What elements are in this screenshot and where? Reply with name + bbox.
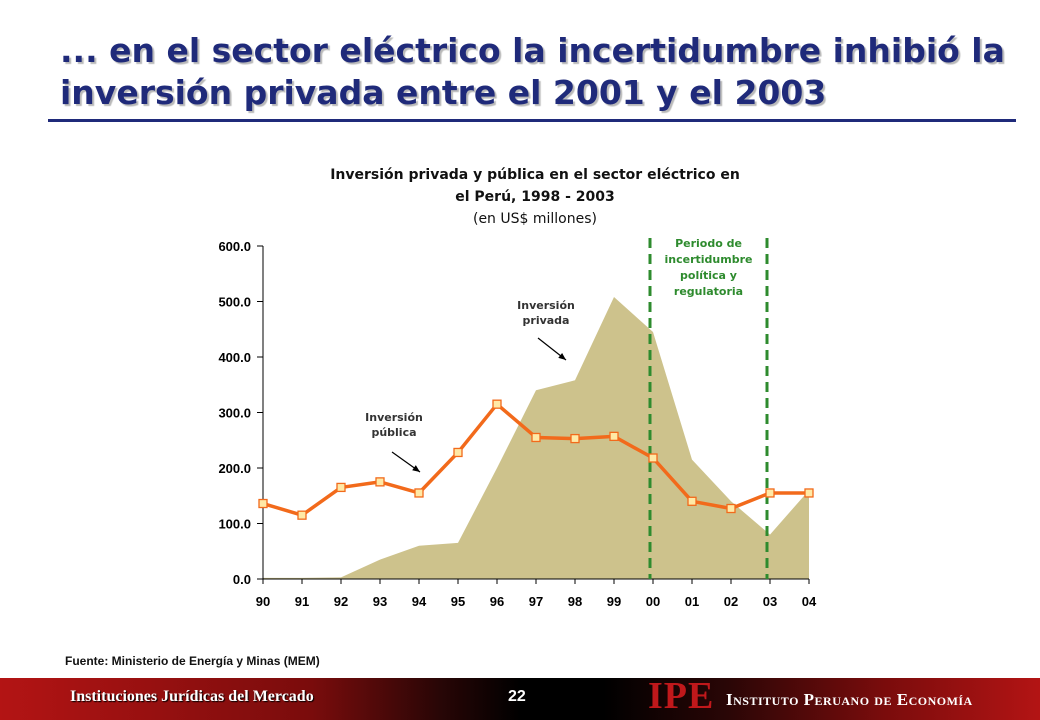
x-tick-label: 95 [451,594,465,609]
public-investment-marker [375,477,385,487]
public-investment-marker [414,488,424,498]
footer-bar: Instituciones Jurídicas del Mercado 22 I… [0,675,1040,720]
public-investment-marker [726,503,736,514]
x-tick-label: 03 [763,594,777,609]
x-tick-label: 01 [685,594,699,609]
public-investment-marker [804,488,814,498]
uncertainty-period-label: incertidumbre [665,253,753,266]
private-investment-label: Inversión [517,299,575,312]
public-investment-marker [453,447,463,458]
x-tick-label: 02 [724,594,738,609]
y-tick-label: 100.0 [218,517,251,532]
public-investment-marker [492,399,502,409]
page-number: 22 [508,688,526,705]
arrow-head [412,465,420,472]
public-investment-marker [648,453,658,463]
chart-subtitle: (en US$ millones) [472,211,597,227]
x-tick-label: 96 [490,594,504,609]
x-tick-label: 99 [607,594,621,609]
public-investment-marker [531,432,541,443]
y-tick-label: 500.0 [218,295,251,310]
private-investment-label: privada [523,314,570,327]
public-investment-marker [258,498,268,509]
y-tick-label: 300.0 [218,406,251,421]
public-investment-marker [570,433,580,444]
slide-title: ... en el sector eléctrico la incertidum… [60,31,1005,112]
public-investment-marker [765,488,775,498]
y-tick-label: 0.0 [233,572,251,587]
x-tick-label: 00 [646,594,660,609]
public-investment-marker [609,431,619,442]
x-tick-label: 98 [568,594,582,609]
arrow-head [558,352,566,360]
x-tick-label: 91 [295,594,309,609]
x-tick-label: 97 [529,594,543,609]
uncertainty-period-label: política y [680,269,737,282]
uncertainty-period-label: regulatoria [674,285,743,298]
y-tick-label: 200.0 [218,461,251,476]
institute-name: Instituto Peruano de Economía [726,690,973,709]
public-investment-label: Inversión [365,411,423,424]
x-tick-label: 92 [334,594,348,609]
source-note: Fuente: Ministerio de Energía y Minas (M… [65,654,320,668]
uncertainty-period-label: Periodo de [675,237,742,250]
x-tick-label: 04 [802,594,817,609]
x-tick-label: 90 [256,594,270,609]
ipe-logo: IPE [648,675,715,717]
chart-title: Inversión privada y pública en el sector… [330,167,740,205]
chart-title-block: Inversión privada y pública en el sector… [330,164,740,230]
public-investment-marker [687,496,697,506]
footer-left-text: Instituciones Jurídicas del Mercado [70,688,314,705]
public-investment-marker [297,510,307,520]
x-tick-label: 94 [412,594,427,609]
y-tick-label: 600.0 [218,239,251,254]
x-tick-label: 93 [373,594,387,609]
title-underline [48,119,1016,122]
public-investment-label: pública [371,426,416,439]
y-tick-label: 400.0 [218,350,251,365]
public-investment-marker [336,482,346,493]
